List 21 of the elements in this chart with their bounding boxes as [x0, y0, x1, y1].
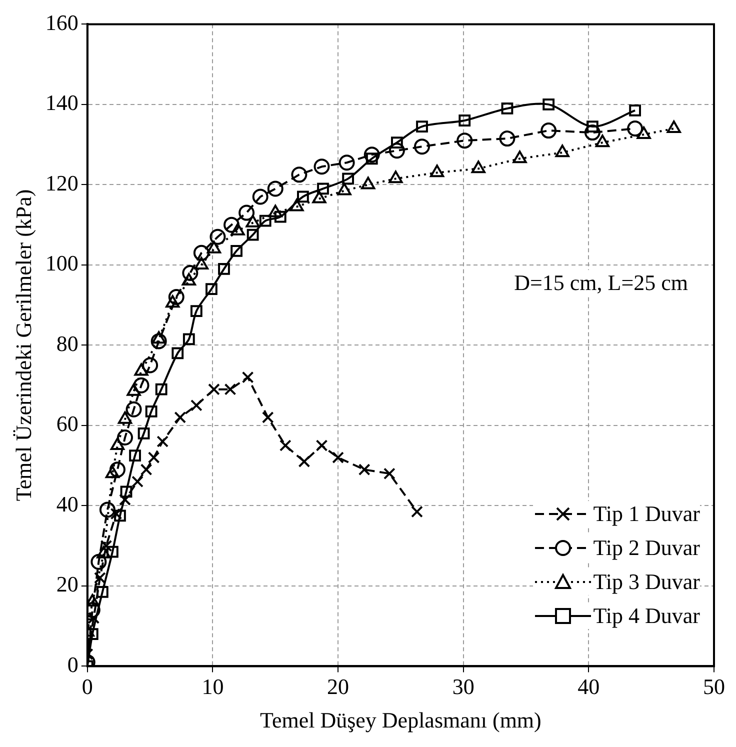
y-tick-label: 100 [45, 250, 78, 276]
legend-label: Tip 2 Duvar [593, 535, 700, 561]
x-tick-label: 30 [452, 674, 474, 700]
legend-label: Tip 3 Duvar [593, 569, 700, 595]
x-tick-label: 40 [578, 674, 600, 700]
y-tick-label: 40 [56, 491, 78, 516]
legend-label: Tip 4 Duvar [593, 603, 700, 629]
x-tick-label: 10 [202, 674, 224, 700]
y-tick-label: 20 [56, 572, 78, 597]
annotation: D=15 cm, L=25 cm [514, 270, 688, 296]
y-tick-label: 60 [56, 411, 78, 436]
y-tick-label: 120 [45, 170, 78, 196]
x-tick-label: 50 [703, 674, 725, 700]
y-tick-label: 0 [67, 652, 78, 677]
legend-label: Tip 1 Duvar [593, 501, 700, 527]
y-tick-label: 80 [56, 330, 78, 356]
y-tick-label: 160 [45, 10, 78, 35]
y-axis-title: Temel Üzerindeki Gerilmeler (kPa) [10, 189, 36, 502]
y-tick-label: 140 [45, 90, 78, 116]
x-tick-label: 20 [327, 674, 350, 700]
x-axis-title: Temel Düşey Deplasmanı (mm) [260, 708, 542, 733]
